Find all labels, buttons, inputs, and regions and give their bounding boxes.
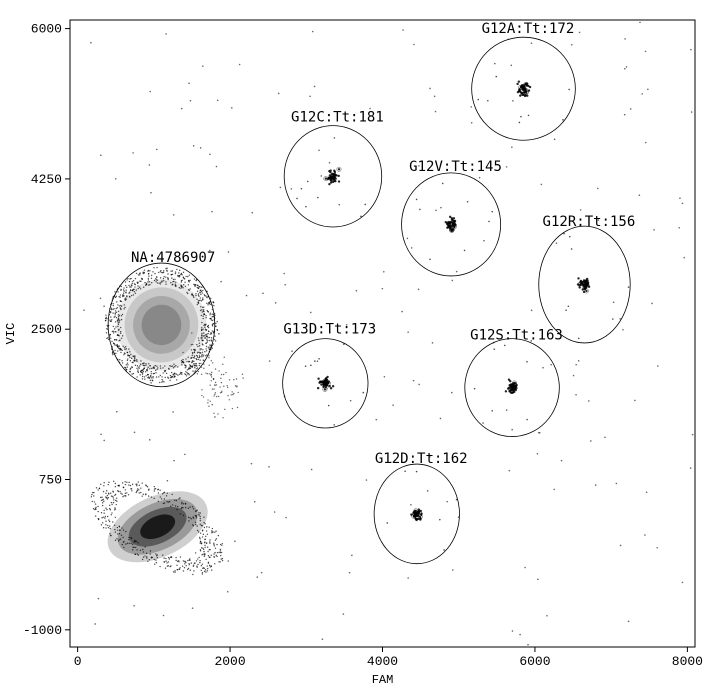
y-tick-label: 6000 <box>31 22 62 37</box>
x-tick-label: 8000 <box>672 654 703 669</box>
cluster-label-g12a: G12A:Tt:172 <box>482 21 575 37</box>
cluster-label-g12d: G12D:Tt:162 <box>375 451 468 467</box>
cluster-label-g12v: G12V:Tt:145 <box>409 159 502 175</box>
scatter-plot: 0 2000 4000 6000 8000 FAM -1000 750 2500 4250 6000… <box>0 0 705 697</box>
cluster-label-g12c: G12C:Tt:181 <box>291 109 384 125</box>
x-tick-label: 6000 <box>519 654 550 669</box>
y-tick-label: 4250 <box>31 172 62 187</box>
cluster-label-g12s: G12S:Tt:163 <box>470 328 563 344</box>
y-tick-label: 2500 <box>31 322 62 337</box>
y-axis-label: VIC <box>4 323 18 345</box>
cluster-label-na: NA:4786907 <box>131 250 215 266</box>
x-axis-label: FAM <box>372 673 394 687</box>
y-tick-label: -1000 <box>23 623 62 638</box>
cluster-label-g12r: G12R:Tt:156 <box>543 214 636 230</box>
x-tick-label: 4000 <box>367 654 398 669</box>
x-tick-label: 2000 <box>214 654 245 669</box>
cluster-label-g13d: G13D:Tt:173 <box>283 322 376 338</box>
y-tick-label: 750 <box>39 473 62 488</box>
plot-svg: 0 2000 4000 6000 8000 FAM -1000 750 2500 4250 6000… <box>0 0 705 697</box>
x-tick-label: 0 <box>74 654 82 669</box>
